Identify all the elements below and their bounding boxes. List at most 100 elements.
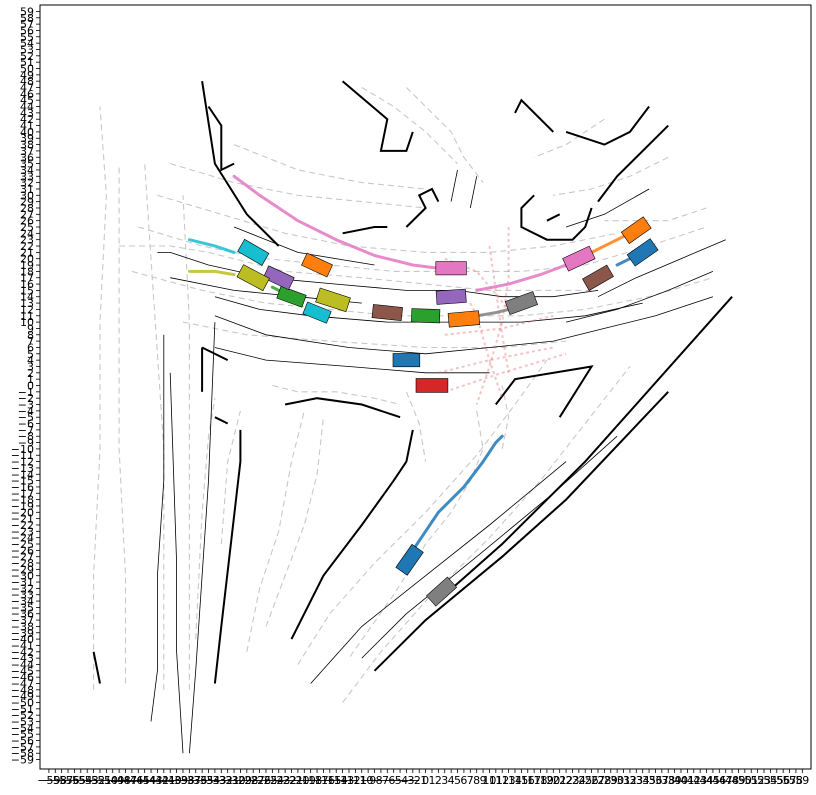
y-tick-label: 55 bbox=[20, 31, 34, 44]
vehicle-box bbox=[435, 288, 467, 305]
vehicle-box bbox=[371, 304, 403, 322]
trajectories bbox=[187, 174, 632, 552]
y-tick-label: 31 bbox=[20, 183, 34, 196]
road-boundary bbox=[520, 194, 593, 241]
x-tick-label: −19 bbox=[293, 774, 316, 787]
y-tick-label: 28 bbox=[20, 202, 34, 215]
y-tick-label: 44 bbox=[20, 101, 34, 114]
lane-line bbox=[169, 372, 184, 754]
y-tick-label: 2 bbox=[27, 367, 34, 380]
y-tick-label: 0 bbox=[27, 380, 34, 393]
dashed-lane-line bbox=[170, 163, 426, 209]
road-boundary bbox=[444, 296, 733, 596]
x-tick-label: 21 bbox=[553, 774, 567, 787]
x-tick-label: 48 bbox=[725, 774, 739, 787]
x-tick-label: −59 bbox=[37, 774, 60, 787]
y-tick-label: −2 bbox=[18, 392, 34, 405]
y-tick-label: 3 bbox=[27, 360, 34, 373]
y-tick-label: 29 bbox=[20, 196, 34, 209]
x-tick-label: −50 bbox=[95, 774, 118, 787]
y-tick-label: 15 bbox=[20, 284, 34, 297]
vehicle-box bbox=[411, 308, 441, 324]
dashed-lane-line bbox=[138, 226, 707, 272]
x-tick-label: −44 bbox=[133, 774, 156, 787]
lane-lines bbox=[150, 169, 726, 754]
y-tick-label: −33 bbox=[11, 589, 34, 602]
road-boundary bbox=[201, 346, 229, 361]
vehicle-box bbox=[562, 245, 596, 272]
dashed-lane-line bbox=[348, 410, 484, 659]
dashed-lane-line bbox=[233, 144, 426, 190]
y-tick-label: −56 bbox=[11, 735, 34, 748]
lane-line bbox=[233, 226, 375, 266]
y-tick-label: −28 bbox=[11, 557, 34, 570]
x-tick-label: −30 bbox=[222, 774, 245, 787]
vehicle-box bbox=[302, 301, 332, 324]
road-boundary bbox=[565, 105, 650, 146]
x-tick-label: 38 bbox=[661, 774, 675, 787]
y-tick-label: 56 bbox=[20, 24, 34, 37]
x-tick-label: 59 bbox=[795, 774, 809, 787]
x-tick-label: −56 bbox=[56, 774, 79, 787]
y-tick-label: −38 bbox=[11, 620, 34, 633]
trajectory bbox=[615, 257, 632, 267]
lane-line bbox=[189, 322, 216, 754]
y-tick-label: 43 bbox=[20, 107, 34, 120]
lane-line bbox=[310, 461, 567, 684]
vehicle-box bbox=[626, 238, 659, 267]
y-tick-label: 18 bbox=[20, 265, 34, 278]
x-tick-label: −3 bbox=[398, 774, 414, 787]
dashed-lane-line bbox=[553, 156, 669, 196]
x-tick-label: −28 bbox=[235, 774, 258, 787]
road-boundary bbox=[342, 226, 388, 235]
x-tick-label: 40 bbox=[674, 774, 688, 787]
y-tick-label: −52 bbox=[11, 709, 34, 722]
dashed-lane-line bbox=[604, 207, 707, 222]
x-tick-label: 54 bbox=[763, 774, 777, 787]
y-tick-label: −1 bbox=[18, 386, 34, 399]
x-tick-label: −8 bbox=[366, 774, 382, 787]
dashed-lane-line bbox=[342, 366, 631, 703]
y-tick-label: 22 bbox=[20, 240, 34, 253]
road-boundary bbox=[546, 213, 561, 222]
y-tick-label: −17 bbox=[11, 487, 34, 500]
y-tick-label: −55 bbox=[11, 728, 34, 741]
y-axis-ticks: −59−58−57−56−55−54−53−52−51−50−49−48−47−… bbox=[11, 5, 40, 767]
x-tick-label: 11 bbox=[489, 774, 503, 787]
x-tick-label: 15 bbox=[514, 774, 528, 787]
y-tick-label: −58 bbox=[11, 747, 34, 760]
x-tick-label: 56 bbox=[776, 774, 790, 787]
x-tick-label: 33 bbox=[629, 774, 643, 787]
x-tick-label: −39 bbox=[165, 774, 188, 787]
y-tick-label: 21 bbox=[20, 246, 34, 259]
y-tick-label: 41 bbox=[20, 120, 34, 133]
x-tick-label: −21 bbox=[280, 774, 303, 787]
x-tick-label: 42 bbox=[687, 774, 701, 787]
x-tick-label: −17 bbox=[305, 774, 328, 787]
x-tick-label: −53 bbox=[76, 774, 99, 787]
y-tick-label: −6 bbox=[18, 418, 34, 431]
vehicle-box bbox=[435, 261, 467, 276]
x-tick-label: 39 bbox=[668, 774, 682, 787]
x-tick-label: 22 bbox=[559, 774, 573, 787]
y-tick-label: −34 bbox=[11, 595, 34, 608]
trajectory bbox=[411, 434, 504, 552]
x-tick-label: −45 bbox=[127, 774, 150, 787]
crosswalk-path bbox=[438, 346, 554, 374]
y-tick-label: 24 bbox=[20, 227, 34, 240]
y-tick-label: 4 bbox=[27, 354, 34, 367]
x-tick-label: 36 bbox=[648, 774, 662, 787]
y-tick-label: 45 bbox=[20, 94, 34, 107]
dashed-lane-line bbox=[297, 359, 548, 665]
lane-line bbox=[150, 334, 165, 722]
y-tick-label: −3 bbox=[18, 399, 34, 412]
dashed-lane-line bbox=[182, 195, 190, 690]
x-tick-label: 18 bbox=[534, 774, 548, 787]
y-tick-label: −44 bbox=[11, 658, 34, 671]
y-tick-label: −53 bbox=[11, 716, 34, 729]
y-tick-label: 34 bbox=[20, 164, 34, 177]
y-tick-label: −41 bbox=[11, 639, 34, 652]
x-tick-label: 8 bbox=[473, 774, 480, 787]
x-tick-label: 53 bbox=[757, 774, 771, 787]
